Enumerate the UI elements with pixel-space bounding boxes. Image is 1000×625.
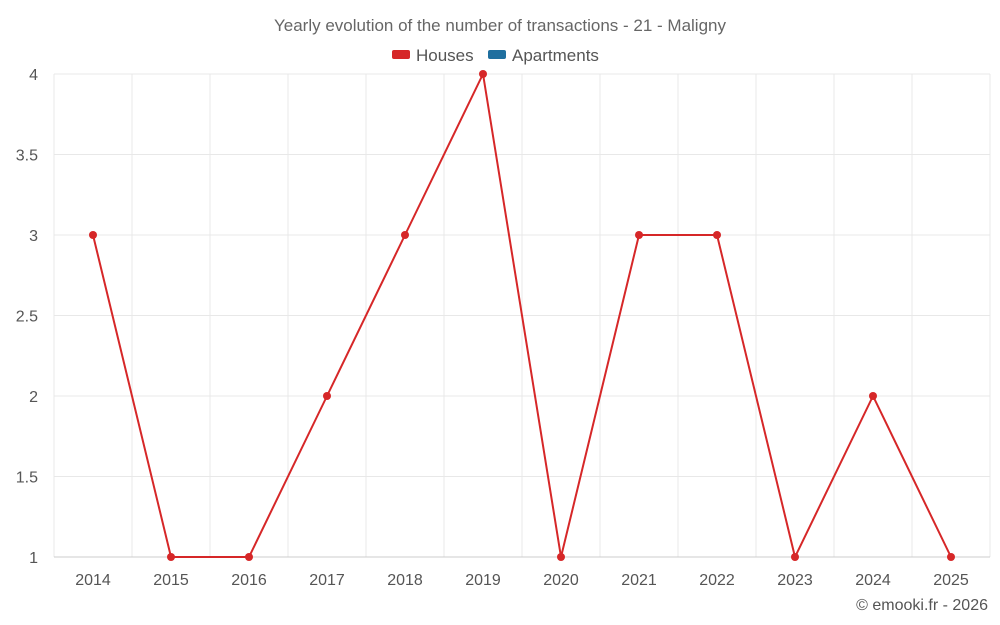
y-tick-label: 4 [29,67,38,84]
data-point[interactable] [479,70,487,78]
data-point[interactable] [89,231,97,239]
data-point[interactable] [167,553,175,561]
y-tick-label: 1.5 [16,470,38,487]
data-point[interactable] [869,392,877,400]
data-point[interactable] [947,553,955,561]
data-point[interactable] [557,553,565,561]
credit-text: © emooki.fr - 2026 [856,597,988,614]
y-tick-label: 2 [29,389,38,406]
data-point[interactable] [245,553,253,561]
x-tick-label: 2016 [231,572,267,589]
chart-title: Yearly evolution of the number of transa… [274,16,727,35]
data-point[interactable] [401,231,409,239]
axes: 1 1.5 2 2.5 3 3.5 4 2014 2015 2016 2017 2018 2019 202… [16,67,990,589]
x-tick-label: 2017 [309,572,345,589]
series-line-houses [92,70,952,560]
x-tick-label: 2021 [621,572,657,589]
y-tick-label: 1 [29,550,38,567]
y-tick-label: 3.5 [16,148,38,165]
x-tick-label: 2020 [543,572,579,589]
legend: Houses Apartments [392,46,599,65]
data-point[interactable] [323,392,331,400]
x-tick-label: 2018 [387,572,423,589]
y-tick-label: 2.5 [16,309,38,326]
data-point[interactable] [713,231,721,239]
x-tick-label: 2024 [855,572,891,589]
x-tick-label: 2015 [153,572,189,589]
x-tick-label: 2022 [699,572,735,589]
data-point[interactable] [635,231,643,239]
legend-swatch-houses[interactable] [392,50,410,59]
data-point[interactable] [791,553,799,561]
legend-label-houses[interactable]: Houses [416,46,474,65]
x-tick-label: 2025 [933,572,969,589]
legend-swatch-apartments[interactable] [488,50,506,59]
x-tick-label: 2023 [777,572,813,589]
legend-label-apartments[interactable]: Apartments [512,46,599,65]
y-tick-label: 3 [29,228,38,245]
x-tick-label: 2014 [75,572,111,589]
x-tick-label: 2019 [465,572,501,589]
series [89,70,955,561]
